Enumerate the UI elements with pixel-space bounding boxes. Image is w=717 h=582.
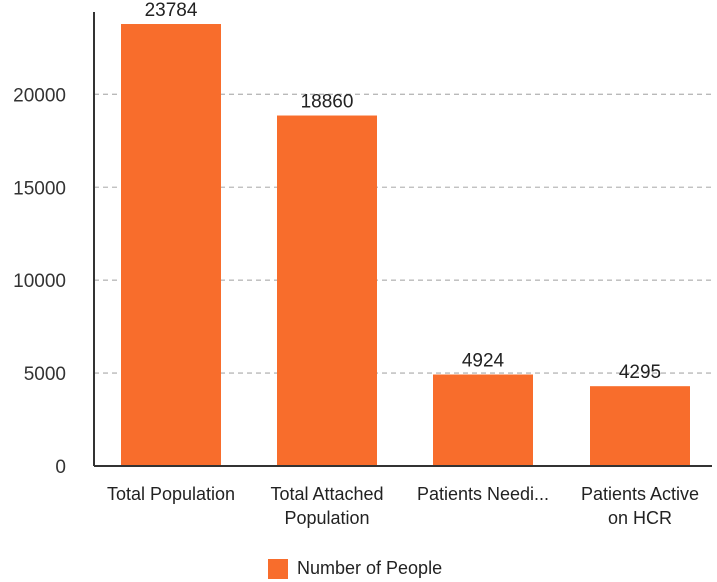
- y-axis-ticks: 0 5000 10000 15000 20000: [13, 85, 66, 478]
- data-labels: 23784 18860 4924 4295: [145, 0, 662, 383]
- data-label: 23784: [145, 0, 198, 21]
- data-label: 4924: [462, 350, 505, 371]
- bar: [277, 115, 377, 466]
- bars: [121, 24, 690, 466]
- legend: Number of People: [268, 558, 442, 579]
- y-tick-label: 0: [55, 457, 66, 478]
- category-label: Patients Active on HCR: [581, 484, 699, 528]
- data-label: 4295: [619, 362, 661, 383]
- y-tick-label: 10000: [13, 271, 66, 292]
- bar: [121, 24, 221, 466]
- category-label: Total Attached Population: [270, 484, 383, 528]
- bar: [590, 386, 690, 466]
- x-axis-categories: Total Population Total Attached Population…: [107, 484, 699, 528]
- data-label: 18860: [301, 92, 354, 113]
- legend-label: Number of People: [297, 558, 443, 578]
- legend-swatch: [268, 558, 288, 579]
- y-tick-label: 5000: [24, 364, 66, 385]
- category-label: Total Population: [107, 484, 235, 504]
- category-label: Patients Needi...: [417, 484, 549, 504]
- y-tick-label: 15000: [13, 178, 66, 199]
- y-tick-label: 20000: [13, 85, 66, 106]
- bar: [433, 374, 533, 466]
